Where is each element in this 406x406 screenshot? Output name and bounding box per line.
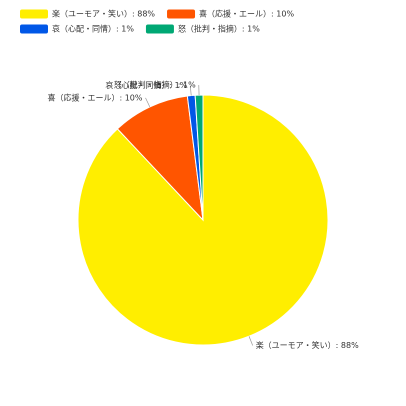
legend-label: 怒（批判・指摘）: 1% (178, 24, 260, 34)
leader-line (189, 85, 192, 96)
legend-swatch (20, 24, 48, 34)
pie-slice (194, 94, 204, 221)
legend-swatch (145, 24, 174, 34)
leader-line (145, 97, 151, 108)
slice-label: 喜（応援・エール）: 10% (47, 92, 142, 102)
slice-label: 怒（批判・指摘）: 1% (114, 80, 196, 90)
legend-swatch (20, 9, 48, 19)
legend-label: 哀（心配・同情）: 1% (52, 24, 134, 34)
legend-label: 喜（応援・エール）: 10% (199, 9, 294, 19)
slice-label: 哀（心配・同情）: 1% (105, 80, 187, 90)
leader-line (248, 336, 254, 346)
slice-label: 楽（ユーモア・笑い）: 88% (256, 340, 359, 350)
legend-swatch (167, 9, 196, 19)
pie-slice (77, 94, 329, 346)
pie-slice (116, 95, 204, 222)
legend-label: 楽（ユーモア・笑い）: 88% (52, 9, 155, 19)
